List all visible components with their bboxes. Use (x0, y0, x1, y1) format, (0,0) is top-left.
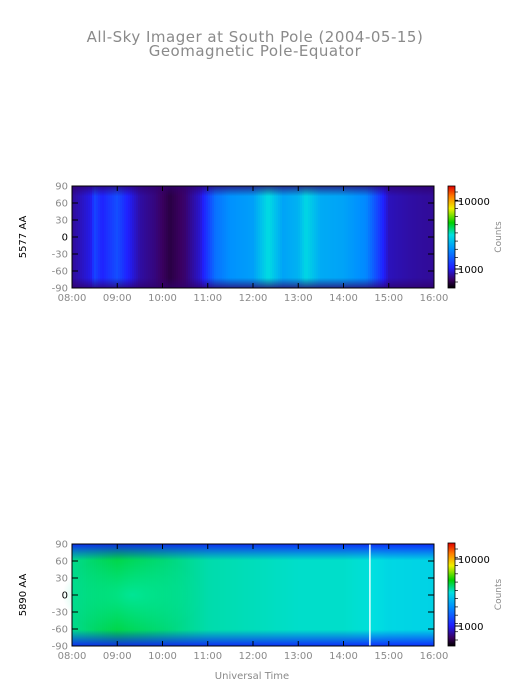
chart-subtitle: Geomagnetic Pole-Equator (148, 42, 362, 60)
chart-title: All-Sky Imager at South Pole (2004-05-15… (86, 28, 424, 46)
y-tick-label: -90 (52, 642, 68, 653)
heatmap-panel-2: 08:00 09:00 10:00 11:00 12:00 13:00 14:00 15:00… (18, 540, 504, 663)
y-tick-label: 0 (62, 591, 68, 602)
y-axis-title: 5890 AA (18, 574, 29, 617)
y-axis-title: 5577 AA (18, 216, 29, 259)
x-tick-label: 08:00 (58, 293, 87, 304)
y-tick-label: 30 (55, 574, 68, 585)
y-tick-label: -30 (52, 250, 68, 261)
heatmap-panel-1: 08:00 09:00 10:00 11:00 12:00 13:00 14:00 15:00… (18, 182, 504, 305)
y-tick-label: 0 (62, 233, 68, 244)
y-tick-label: -60 (52, 625, 68, 636)
x-tick-label: 16:00 (420, 651, 449, 662)
x-tick-label: 10:00 (148, 293, 177, 304)
colorbar-tick-label: 1000 (458, 622, 483, 633)
x-tick-label: 08:00 (58, 651, 87, 662)
x-tick-label: 12:00 (239, 293, 268, 304)
heatmap-glow (62, 555, 203, 635)
y-tick-label: -90 (52, 284, 68, 295)
x-tick-label: 15:00 (374, 651, 403, 662)
colorbar-tick-label: 1000 (458, 265, 483, 276)
y-tick-label: 30 (55, 216, 68, 227)
x-tick-label: 11:00 (193, 293, 222, 304)
colorbar (448, 186, 455, 288)
x-tick-label: 15:00 (374, 293, 403, 304)
colorbar-label: Counts (494, 578, 504, 610)
y-tick-label: 90 (55, 182, 68, 193)
y-tick-label: 60 (55, 557, 68, 568)
colorbar-tick-label: 10000 (458, 197, 490, 208)
x-tick-label: 13:00 (284, 651, 313, 662)
y-tick-label: -60 (52, 267, 68, 278)
x-tick-label: 14:00 (329, 293, 358, 304)
x-tick-label: 12:00 (239, 651, 268, 662)
colorbar-label: Counts (494, 221, 504, 253)
y-tick-label: 60 (55, 199, 68, 210)
colorbar (448, 543, 455, 646)
y-tick-label: 90 (55, 540, 68, 551)
x-tick-label: 11:00 (193, 651, 222, 662)
y-tick-label: -30 (52, 608, 68, 619)
colorbar-frame (447, 185, 456, 289)
heatmap-edge-shading (72, 186, 434, 288)
x-tick-label: 10:00 (148, 651, 177, 662)
x-tick-label: 13:00 (284, 293, 313, 304)
colorbar-frame (447, 542, 456, 647)
x-tick-label: 09:00 (103, 293, 132, 304)
x-tick-label: 14:00 (329, 651, 358, 662)
x-tick-label: 16:00 (420, 293, 449, 304)
colorbar-tick-label: 10000 (458, 555, 490, 566)
x-axis-label: Universal Time (215, 671, 289, 680)
x-tick-label: 09:00 (103, 651, 132, 662)
